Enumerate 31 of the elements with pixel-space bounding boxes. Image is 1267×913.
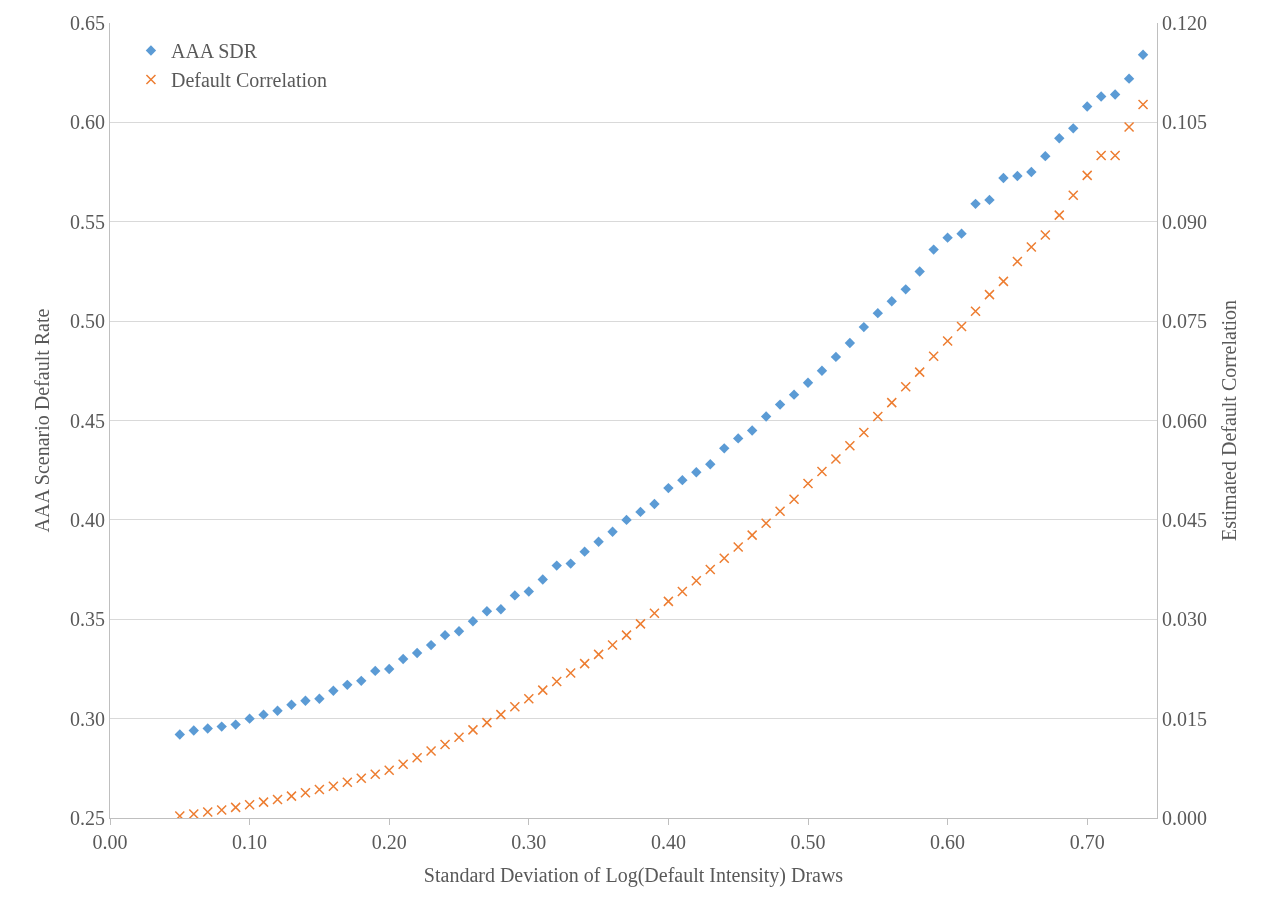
y-tick-label: 0.40 <box>70 508 105 531</box>
x-tick-label: 0.00 <box>92 831 128 853</box>
x-tick-label: 0.60 <box>930 831 966 853</box>
x-tick-label: 0.10 <box>232 831 268 853</box>
y-tick-label: 0.35 <box>70 608 105 631</box>
y2-tick-label: 0.015 <box>1162 707 1207 730</box>
y-tick-label: 0.50 <box>70 310 105 333</box>
y2-tick-label: 0.000 <box>1162 807 1207 829</box>
x-tick-label: 0.50 <box>790 831 826 853</box>
y2-tick-label: 0.105 <box>1162 111 1207 134</box>
y2-tick-label: 0.075 <box>1162 310 1207 333</box>
y2-tick-label: 0.030 <box>1162 608 1207 631</box>
x-tick-label: 0.30 <box>511 831 547 853</box>
y-tick-label: 0.60 <box>70 111 105 134</box>
legend-label: AAA SDR <box>170 40 258 63</box>
y2-tick-label: 0.120 <box>1162 12 1207 34</box>
x-tick-label: 0.70 <box>1069 831 1105 853</box>
x-axis-title: Standard Deviation of Log(Default Intensity) Draws <box>423 863 844 887</box>
y2-tick-label: 0.045 <box>1162 508 1207 531</box>
y2-tick-label: 0.060 <box>1162 409 1207 432</box>
y-axis-title: AAA Scenario Default Rate <box>30 308 53 533</box>
y-tick-label: 0.30 <box>70 707 105 730</box>
y2-tick-label: 0.090 <box>1162 210 1207 233</box>
y2-axis-title: Estimated Default Correlation <box>1217 299 1240 542</box>
legend-label: Default Correlation <box>170 69 327 92</box>
y-tick-label: 0.45 <box>70 409 105 432</box>
y-tick-label: 0.25 <box>70 807 105 829</box>
x-tick-label: 0.40 <box>650 831 686 853</box>
y-tick-label: 0.55 <box>70 210 105 233</box>
x-tick-label: 0.20 <box>371 831 407 853</box>
y-tick-label: 0.65 <box>70 12 105 34</box>
